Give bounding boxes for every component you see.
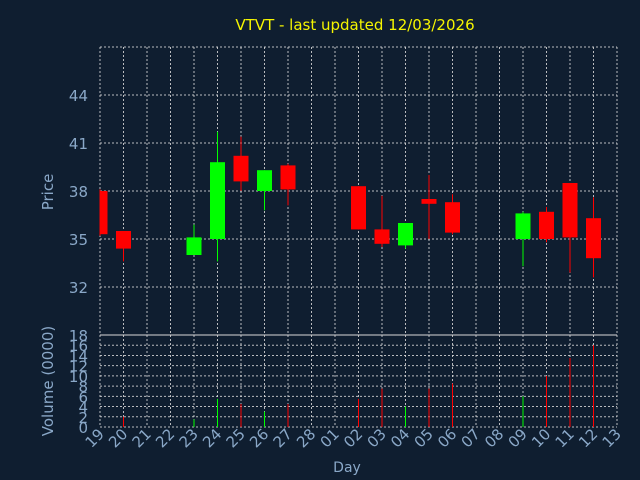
day-tick-label: 11 <box>552 425 578 451</box>
candle-body <box>562 183 578 238</box>
day-tick-label: 01 <box>317 425 343 451</box>
volume-axis-title: Volume (0000) <box>39 326 57 436</box>
candle-body <box>515 213 531 239</box>
candle-body <box>421 199 437 204</box>
volume-tick-label: 14 <box>69 347 88 365</box>
candle-body <box>374 229 390 244</box>
day-tick-label: 05 <box>411 425 437 451</box>
day-tick-label: 23 <box>176 425 202 451</box>
price-tick-label: 41 <box>69 135 88 153</box>
price-tick-label: 32 <box>69 279 88 297</box>
volume-tick-label: 18 <box>69 327 88 345</box>
day-tick-label: 28 <box>293 425 319 451</box>
day-tick-label: 04 <box>387 425 413 451</box>
volume-tick-label: 12 <box>69 358 88 376</box>
candle-body <box>280 165 296 190</box>
volume-tick-label: 0 <box>78 419 88 437</box>
day-tick-label: 24 <box>199 425 225 451</box>
chart-title: VTVT - last updated 12/03/2026 <box>235 16 474 34</box>
price-axis-title: Price <box>39 174 57 211</box>
candle-body <box>351 186 366 230</box>
volume-tick-label: 2 <box>78 409 88 427</box>
candle-body <box>186 237 202 255</box>
candle-body <box>398 223 413 246</box>
day-tick-label: 12 <box>575 425 601 451</box>
day-tick-label: 13 <box>599 425 625 451</box>
price-tick-label: 44 <box>69 87 88 105</box>
candle-body <box>445 202 460 233</box>
candle-body <box>100 191 108 235</box>
candle-body <box>586 218 601 259</box>
day-tick-label: 06 <box>434 425 460 451</box>
volume-tick-label: 16 <box>69 337 88 355</box>
candle-body <box>116 231 131 249</box>
day-tick-label: 07 <box>458 425 484 451</box>
day-tick-label: 22 <box>152 425 178 451</box>
candle-body <box>210 162 225 239</box>
x-axis: 1920212223242526272801020304050607080910… <box>82 425 625 451</box>
day-tick-label: 27 <box>270 425 296 451</box>
candle-body <box>539 211 554 239</box>
day-tick-label: 26 <box>246 425 272 451</box>
day-tick-label: 02 <box>340 425 366 451</box>
day-tick-label: 25 <box>223 425 249 451</box>
volume-tick-label: 8 <box>78 378 88 396</box>
day-tick-label: 10 <box>528 425 554 451</box>
candle-body <box>233 155 249 182</box>
volume-tick-label: 4 <box>78 399 88 417</box>
volume-tick-label: 10 <box>69 368 88 386</box>
day-tick-label: 21 <box>129 425 155 451</box>
day-tick-label: 20 <box>105 425 131 451</box>
price-panel: 32 35 38 41 44 <box>69 46 618 336</box>
volume-tick-label: 6 <box>78 388 88 406</box>
candle-body <box>257 170 272 191</box>
day-tick-label: 09 <box>505 425 531 451</box>
day-tick-label: 03 <box>364 425 390 451</box>
price-tick-label: 38 <box>69 183 88 201</box>
day-axis-title: Day <box>333 460 361 476</box>
day-tick-label: 08 <box>481 425 507 451</box>
price-tick-label: 35 <box>69 231 88 249</box>
